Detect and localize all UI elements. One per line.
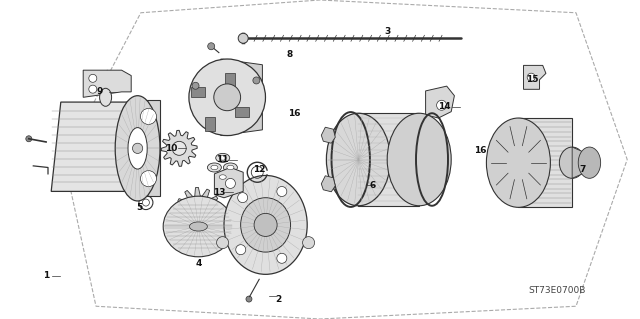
Ellipse shape (115, 96, 160, 201)
Text: 14: 14 (438, 102, 451, 111)
Circle shape (277, 253, 287, 263)
Text: 16: 16 (288, 109, 301, 118)
Bar (235, 107, 249, 117)
Polygon shape (214, 167, 243, 198)
Ellipse shape (128, 128, 147, 169)
Polygon shape (221, 59, 262, 136)
Circle shape (172, 141, 186, 155)
Circle shape (141, 171, 157, 187)
Ellipse shape (486, 118, 550, 207)
Polygon shape (138, 100, 160, 196)
Ellipse shape (100, 88, 111, 106)
Polygon shape (524, 65, 546, 89)
Ellipse shape (189, 222, 207, 231)
Ellipse shape (207, 163, 221, 172)
Ellipse shape (163, 196, 234, 257)
Ellipse shape (227, 165, 234, 170)
Text: ST73E0700B: ST73E0700B (528, 286, 586, 295)
Polygon shape (51, 102, 138, 191)
Bar (205, 117, 215, 131)
Ellipse shape (220, 156, 226, 160)
Text: 16: 16 (474, 146, 486, 155)
Circle shape (254, 213, 277, 236)
Circle shape (436, 100, 447, 110)
Polygon shape (321, 127, 335, 143)
Polygon shape (83, 70, 131, 97)
Ellipse shape (326, 113, 390, 206)
Text: 3: 3 (384, 27, 390, 36)
Polygon shape (176, 188, 221, 232)
Text: 4: 4 (195, 259, 202, 268)
Text: 6: 6 (370, 181, 376, 189)
Circle shape (225, 178, 236, 189)
Circle shape (277, 187, 287, 197)
Circle shape (527, 73, 535, 81)
Polygon shape (321, 176, 335, 192)
Ellipse shape (216, 153, 230, 162)
Text: 9: 9 (96, 87, 102, 96)
Ellipse shape (224, 175, 307, 274)
Circle shape (141, 108, 157, 124)
Text: 13: 13 (212, 188, 225, 197)
Circle shape (89, 85, 97, 93)
Polygon shape (358, 113, 419, 206)
Circle shape (303, 237, 315, 249)
Text: 5: 5 (136, 203, 143, 212)
Circle shape (208, 43, 214, 50)
Bar (191, 87, 205, 97)
Bar (225, 73, 235, 87)
Polygon shape (161, 130, 197, 166)
Circle shape (236, 245, 246, 255)
Circle shape (132, 143, 143, 153)
Polygon shape (518, 118, 572, 207)
Text: 7: 7 (579, 165, 586, 174)
Ellipse shape (211, 165, 218, 170)
Text: 15: 15 (526, 75, 539, 84)
Ellipse shape (578, 147, 600, 178)
Circle shape (189, 59, 266, 136)
Ellipse shape (387, 113, 451, 206)
Circle shape (192, 82, 199, 89)
Circle shape (253, 77, 260, 84)
Text: 10: 10 (165, 144, 178, 153)
Circle shape (246, 296, 252, 302)
Circle shape (216, 237, 228, 249)
Text: 12: 12 (253, 165, 266, 174)
Text: 1: 1 (43, 271, 49, 280)
Circle shape (237, 193, 248, 203)
Ellipse shape (223, 163, 237, 172)
Circle shape (89, 74, 97, 82)
Text: 2: 2 (275, 295, 282, 304)
Circle shape (214, 84, 241, 111)
Circle shape (238, 33, 248, 43)
Polygon shape (572, 147, 589, 178)
Text: 11: 11 (216, 155, 229, 164)
Ellipse shape (216, 173, 230, 182)
Ellipse shape (559, 147, 585, 178)
Ellipse shape (241, 198, 291, 252)
Text: 8: 8 (286, 50, 292, 59)
Polygon shape (426, 86, 454, 118)
Ellipse shape (220, 175, 226, 179)
Circle shape (26, 136, 32, 142)
